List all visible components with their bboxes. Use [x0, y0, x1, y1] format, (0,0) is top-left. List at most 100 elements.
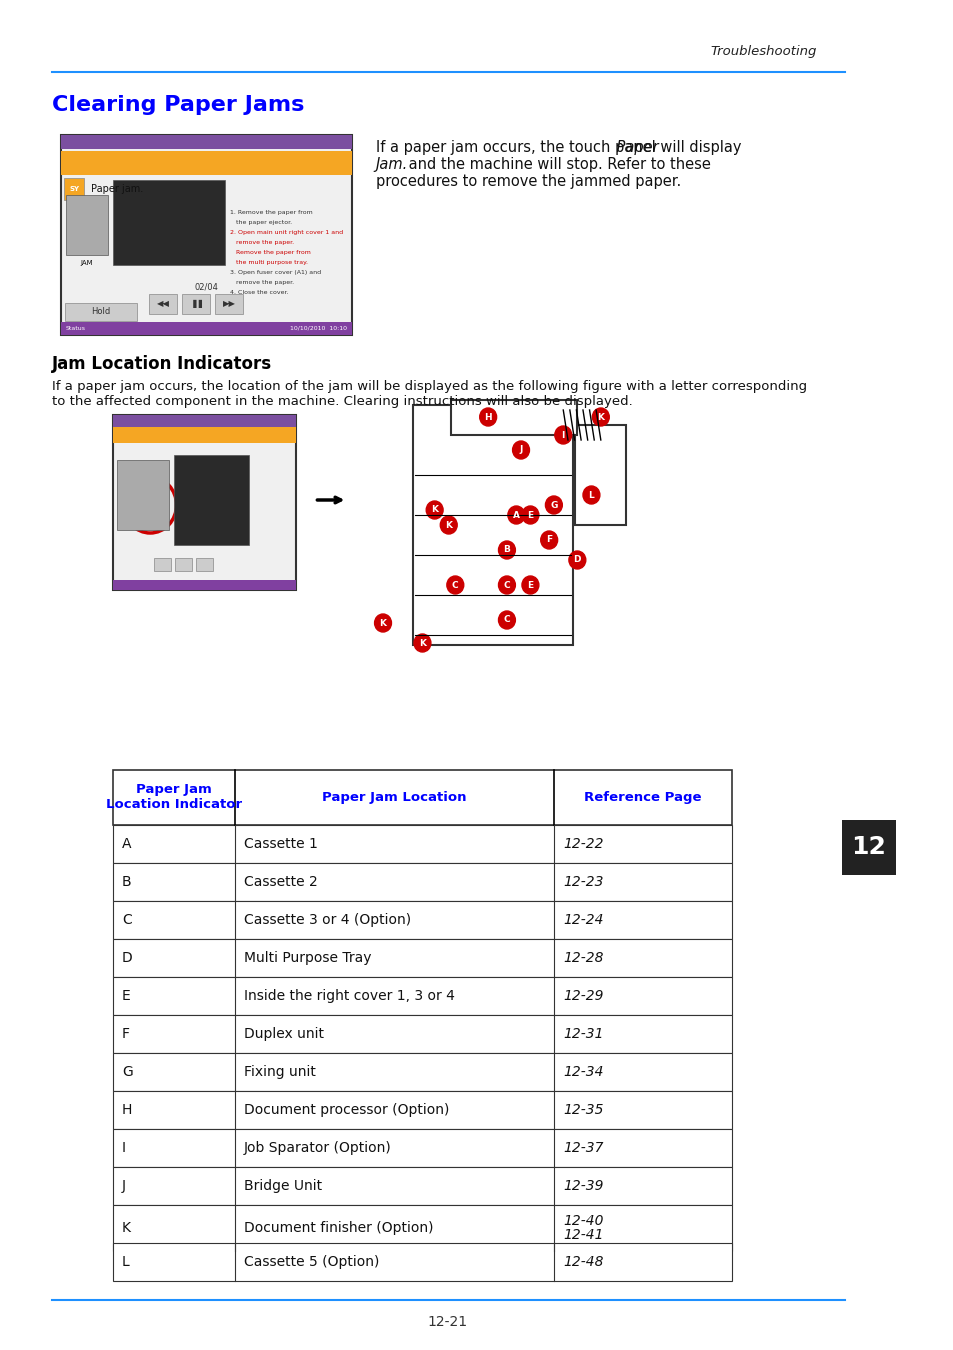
Text: Cassette 1: Cassette 1 — [244, 837, 317, 850]
Bar — [61, 135, 352, 148]
Bar — [112, 1015, 732, 1053]
Text: G: G — [550, 501, 557, 509]
Circle shape — [545, 495, 561, 514]
Circle shape — [446, 576, 463, 594]
Text: 2. Open main unit right cover 1 and: 2. Open main unit right cover 1 and — [230, 230, 343, 235]
Text: C: C — [452, 580, 458, 590]
Bar — [112, 769, 732, 825]
Bar — [112, 900, 732, 940]
Text: 12-37: 12-37 — [562, 1141, 603, 1156]
Text: remove the paper.: remove the paper. — [230, 240, 294, 244]
Bar — [112, 1166, 732, 1206]
Bar — [112, 427, 295, 443]
Text: Job Sparator (Option): Job Sparator (Option) — [244, 1141, 392, 1156]
Circle shape — [512, 441, 529, 459]
FancyBboxPatch shape — [112, 414, 295, 590]
Bar — [112, 863, 732, 900]
FancyBboxPatch shape — [65, 302, 137, 321]
Text: Bridge Unit: Bridge Unit — [244, 1179, 322, 1193]
Text: Multi Purpose Tray: Multi Purpose Tray — [244, 950, 372, 965]
Text: Troubleshooting: Troubleshooting — [710, 45, 816, 58]
Text: Jam Location Indicators: Jam Location Indicators — [51, 355, 272, 373]
Bar — [64, 178, 85, 200]
Text: H: H — [122, 1103, 132, 1116]
Circle shape — [414, 634, 431, 652]
Text: K: K — [379, 618, 386, 628]
Bar — [112, 1206, 732, 1251]
Text: Cassette 3 or 4 (Option): Cassette 3 or 4 (Option) — [244, 913, 411, 927]
Text: JAM: JAM — [80, 261, 92, 266]
Bar — [173, 455, 249, 545]
Text: H: H — [484, 413, 492, 421]
Text: Paper: Paper — [375, 140, 658, 155]
Bar — [112, 940, 732, 977]
Text: C: C — [122, 913, 132, 927]
Circle shape — [440, 516, 456, 535]
Text: Status: Status — [66, 325, 86, 331]
Text: Duplex unit: Duplex unit — [244, 1027, 324, 1041]
Text: Clearing Paper Jams: Clearing Paper Jams — [51, 95, 304, 115]
Text: Jam.: Jam. — [375, 157, 407, 171]
Bar — [112, 580, 295, 590]
Text: A: A — [122, 837, 132, 850]
Text: G: G — [122, 1065, 132, 1079]
Circle shape — [498, 612, 515, 629]
Text: B: B — [503, 545, 510, 555]
Text: Cassette 2: Cassette 2 — [244, 875, 317, 890]
Circle shape — [507, 506, 524, 524]
Circle shape — [582, 486, 599, 504]
Text: Document processor (Option): Document processor (Option) — [244, 1103, 449, 1116]
Text: 3. Open fuser cover (A1) and: 3. Open fuser cover (A1) and — [230, 270, 321, 275]
Text: 12-40: 12-40 — [562, 1214, 603, 1228]
Text: 12-23: 12-23 — [562, 875, 603, 890]
FancyBboxPatch shape — [182, 294, 210, 315]
Bar — [112, 180, 225, 265]
Text: K: K — [445, 521, 452, 529]
Text: ▐▐: ▐▐ — [190, 300, 202, 309]
Text: 1. Remove the paper from: 1. Remove the paper from — [230, 211, 313, 215]
Text: Paper Jam Location: Paper Jam Location — [322, 791, 466, 805]
Bar — [112, 977, 732, 1015]
Text: Reference Page: Reference Page — [583, 791, 701, 805]
Text: E: E — [122, 990, 131, 1003]
Text: D: D — [122, 950, 132, 965]
Circle shape — [521, 576, 538, 594]
Circle shape — [555, 427, 571, 444]
Text: D: D — [573, 555, 580, 564]
Circle shape — [498, 541, 515, 559]
Circle shape — [540, 531, 558, 549]
FancyBboxPatch shape — [175, 558, 192, 571]
FancyBboxPatch shape — [214, 294, 243, 315]
Text: ▶▶: ▶▶ — [222, 300, 235, 309]
Text: F: F — [122, 1027, 130, 1041]
Text: J: J — [122, 1179, 126, 1193]
Circle shape — [426, 501, 442, 518]
Text: E: E — [527, 510, 533, 520]
Bar — [112, 1243, 732, 1281]
Bar — [61, 151, 352, 176]
Circle shape — [375, 614, 391, 632]
Bar — [574, 425, 625, 525]
Text: ◀◀: ◀◀ — [156, 300, 170, 309]
Text: If a paper jam occurs, the location of the jam will be displayed as the followin: If a paper jam occurs, the location of t… — [51, 379, 806, 393]
Text: 12-48: 12-48 — [562, 1256, 603, 1269]
Text: If a paper jam occurs, the touch panel will display: If a paper jam occurs, the touch panel w… — [375, 140, 745, 155]
Text: E: E — [527, 580, 533, 590]
Text: C: C — [503, 580, 510, 590]
Bar — [112, 1091, 732, 1129]
Text: 02/04: 02/04 — [194, 284, 218, 292]
Circle shape — [479, 408, 497, 427]
Text: and the machine will stop. Refer to these: and the machine will stop. Refer to thes… — [403, 157, 710, 171]
Text: A: A — [513, 510, 519, 520]
Text: SY: SY — [69, 186, 79, 192]
Text: 12-24: 12-24 — [562, 913, 603, 927]
Text: Document finisher (Option): Document finisher (Option) — [244, 1220, 433, 1235]
Circle shape — [592, 408, 609, 427]
FancyBboxPatch shape — [61, 135, 352, 335]
Text: I: I — [561, 431, 564, 440]
Bar — [112, 1129, 732, 1166]
Text: L: L — [588, 490, 594, 500]
FancyBboxPatch shape — [841, 819, 895, 875]
Text: Fixing unit: Fixing unit — [244, 1065, 315, 1079]
Text: procedures to remove the jammed paper.: procedures to remove the jammed paper. — [375, 174, 680, 189]
